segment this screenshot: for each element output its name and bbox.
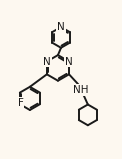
Text: F: F	[18, 98, 23, 108]
Text: N: N	[57, 22, 65, 32]
Text: N: N	[65, 56, 73, 66]
Text: NH: NH	[73, 85, 89, 95]
Text: N: N	[43, 56, 51, 66]
